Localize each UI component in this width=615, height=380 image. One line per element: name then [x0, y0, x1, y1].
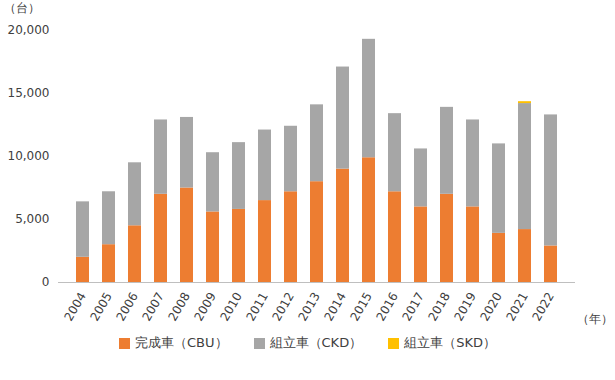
- svg-text:2012: 2012: [270, 290, 297, 323]
- svg-text:2008: 2008: [166, 290, 193, 323]
- svg-text:（年）: （年）: [577, 312, 613, 326]
- svg-text:2007: 2007: [140, 290, 167, 323]
- svg-text:2022: 2022: [530, 290, 557, 323]
- svg-text:2010: 2010: [218, 290, 245, 323]
- svg-text:2013: 2013: [296, 290, 323, 323]
- html-text:完成車（CBU）: 完成車（CBU）: [135, 335, 228, 350]
- svg-text:（台）: （台）: [4, 1, 40, 15]
- html-text:組立車（SKD）: 組立車（SKD）: [404, 335, 496, 350]
- svg-text:2019: 2019: [452, 290, 479, 323]
- svg-text:2016: 2016: [374, 290, 401, 323]
- svg-text:15,000: 15,000: [8, 86, 50, 100]
- svg-text:2006: 2006: [114, 290, 141, 323]
- svg-text:2005: 2005: [88, 290, 115, 323]
- svg-text:2014: 2014: [322, 290, 349, 323]
- svg-text:10,000: 10,000: [8, 149, 50, 163]
- svg-text:2004: 2004: [62, 290, 89, 323]
- svg-text:0: 0: [42, 275, 50, 289]
- svg-text:2015: 2015: [348, 290, 375, 323]
- svg-text:2011: 2011: [244, 290, 271, 323]
- svg-text:2021: 2021: [504, 290, 531, 323]
- html-text:組立車（CKD）: 組立車（CKD）: [269, 335, 363, 350]
- svg-text:2018: 2018: [426, 290, 453, 323]
- svg-text:5,000: 5,000: [15, 212, 49, 226]
- svg-text:2017: 2017: [400, 290, 427, 323]
- svg-text:20,000: 20,000: [8, 23, 50, 37]
- svg-text:2020: 2020: [478, 290, 505, 323]
- svg-text:2009: 2009: [192, 290, 219, 323]
